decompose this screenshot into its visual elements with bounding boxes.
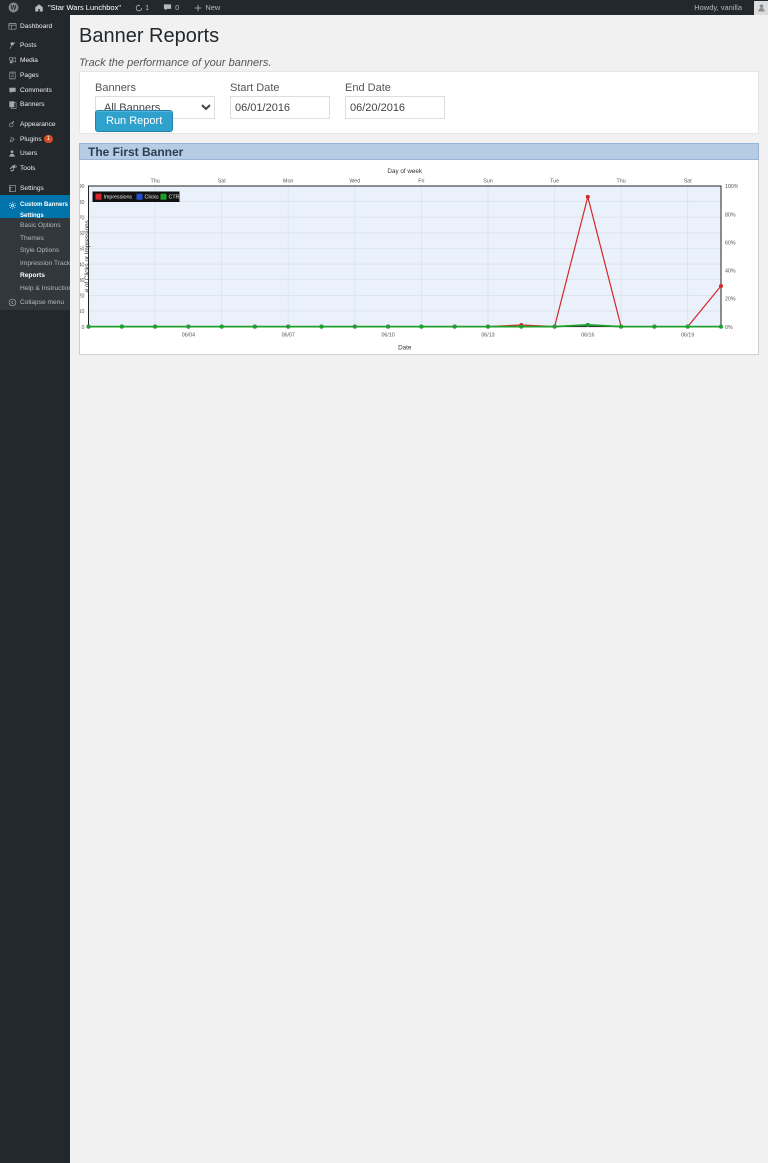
svg-text:Impressions: Impressions (104, 195, 133, 201)
svg-text:80: 80 (80, 200, 85, 206)
svg-text:Date: Date (398, 345, 412, 352)
svg-text:Sun: Sun (483, 179, 492, 185)
svg-text:60%: 60% (725, 240, 736, 246)
svg-text:Clicks: Clicks (145, 195, 159, 201)
svg-text:06/04: 06/04 (182, 333, 195, 339)
svg-text:Thu: Thu (617, 179, 626, 185)
svg-text:20: 20 (80, 294, 85, 300)
svg-text:Mon: Mon (283, 179, 293, 185)
svg-text:W: W (11, 6, 17, 12)
svg-text:100%: 100% (725, 184, 738, 190)
svg-text:0%: 0% (725, 325, 733, 331)
svg-text:06/07: 06/07 (282, 333, 295, 339)
svg-text:Tue: Tue (550, 179, 559, 185)
svg-text:Thu: Thu (151, 179, 160, 185)
svg-text:CTR: CTR (169, 195, 180, 201)
svg-text:06/19: 06/19 (681, 333, 694, 339)
svg-text:90: 90 (80, 184, 85, 190)
svg-text:06/16: 06/16 (581, 333, 594, 339)
svg-text:40%: 40% (725, 269, 736, 275)
svg-text:10: 10 (80, 309, 85, 315)
svg-text:Sat: Sat (218, 179, 226, 185)
svg-text:Wed: Wed (349, 179, 360, 185)
svg-text:06/13: 06/13 (481, 333, 494, 339)
svg-text:0: 0 (82, 325, 85, 331)
svg-text:# of Clicks or Impressions: # of Clicks or Impressions (84, 220, 91, 292)
svg-text:Sat: Sat (684, 179, 692, 185)
svg-text:06/10: 06/10 (381, 333, 394, 339)
svg-text:Day of week: Day of week (387, 168, 422, 175)
svg-text:20%: 20% (725, 297, 736, 303)
svg-text:80%: 80% (725, 212, 736, 218)
svg-text:Fri: Fri (418, 179, 424, 185)
